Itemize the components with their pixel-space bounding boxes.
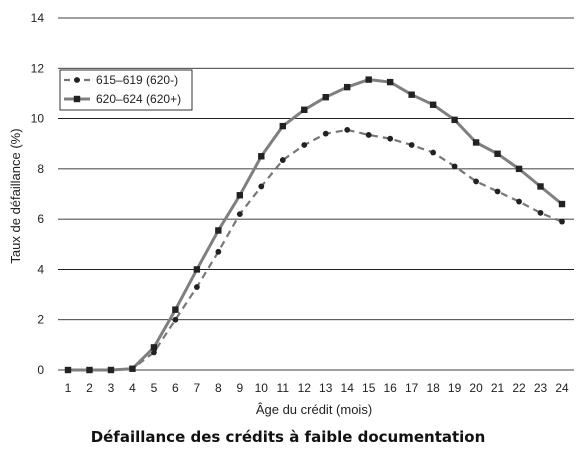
x-tick-label: 17 [405,381,419,395]
data-point [322,130,329,137]
x-tick-label: 2 [86,381,93,395]
data-point [344,83,351,91]
x-tick-label: 15 [362,381,376,395]
y-tick-labels: 0 2 4 6 8 10 12 14 [31,11,45,377]
data-point [129,365,136,372]
legend-label: 620–624 (620+) [96,92,181,106]
x-tick-labels: 1 2 3 4 5 6 7 8 9 10 11 12 13 14 15 16 17 18 19 20 21 22 23 24 [65,381,569,395]
data-point [430,149,437,156]
x-tick-label: 5 [151,381,158,395]
data-point [215,248,222,255]
data-point [387,135,394,142]
y-tick-label: 12 [31,61,45,75]
x-tick-label: 7 [194,381,201,395]
y-tick-label: 4 [37,262,44,276]
y-tick-label: 0 [37,363,44,377]
data-point [473,178,479,185]
x-tick-label: 18 [426,381,440,395]
data-point [365,132,372,138]
data-point [193,284,200,290]
data-point [472,139,480,146]
y-tick-label: 2 [37,313,44,327]
data-point [408,142,415,148]
data-point [279,122,286,130]
legend-box [59,69,193,111]
x-tick-label: 24 [555,381,569,395]
x-tick-label: 12 [298,381,312,395]
data-point [516,198,522,205]
data-point [344,126,351,133]
data-point [301,106,308,113]
x-tick-label: 9 [236,381,243,395]
x-tick-label: 23 [534,381,548,395]
data-point [322,94,329,101]
data-point [64,366,72,374]
data-point [258,183,265,190]
data-point [258,153,265,160]
x-tick-label: 3 [108,381,115,395]
legend-marker [73,95,81,103]
data-point [301,142,308,148]
data-point [172,316,179,323]
legend-label: 615–619 (620-) [96,73,178,87]
data-point [193,266,201,273]
data-point [537,183,544,190]
data-point [494,188,501,195]
x-tick-label: 1 [65,381,72,395]
data-point [279,157,286,163]
figure-caption: Défaillance des crédits à faible documen… [90,428,486,446]
x-tick-label: 20 [469,381,483,395]
data-point [537,209,544,216]
data-point [86,366,93,374]
x-tick-label: 11 [277,381,290,395]
legend: 615–619 (620-) 620–624 (620+) [59,69,193,111]
x-tick-label: 19 [448,381,462,395]
data-point [150,344,158,351]
series-line-1 [68,78,563,372]
x-tick-label: 10 [255,381,269,395]
y-tick-label: 14 [31,11,45,25]
data-point [559,218,565,225]
data-point [215,227,222,234]
data-point [451,116,458,124]
data-point [172,306,179,313]
data-point [365,76,372,83]
x-tick-label: 21 [491,381,505,395]
data-point [386,78,394,86]
series-layer [64,76,566,374]
series-line-0 [68,128,563,372]
x-tick-label: 14 [341,381,355,395]
data-point [151,349,157,356]
y-tick-label: 6 [37,212,44,226]
data-point [429,101,437,108]
x-axis-title: Âge du crédit (mois) [256,402,372,417]
x-tick-label: 16 [383,381,397,395]
gridlines [58,17,574,371]
data-point [515,165,523,173]
x-tick-label: 13 [319,381,333,395]
data-point [558,200,566,208]
x-tick-label: 6 [172,381,179,395]
data-point [236,211,243,218]
data-point [408,91,415,98]
legend-marker [74,77,80,83]
x-tick-label: 8 [215,381,222,395]
data-point [494,150,501,157]
x-tick-label: 4 [129,381,136,395]
data-point [451,163,458,170]
y-tick-label: 10 [31,112,45,126]
data-point [107,366,115,374]
x-tick-label: 22 [512,381,526,395]
y-tick-label: 8 [37,162,44,176]
data-point [236,192,244,199]
y-axis-title: Taux de défaillance (%) [8,128,23,263]
